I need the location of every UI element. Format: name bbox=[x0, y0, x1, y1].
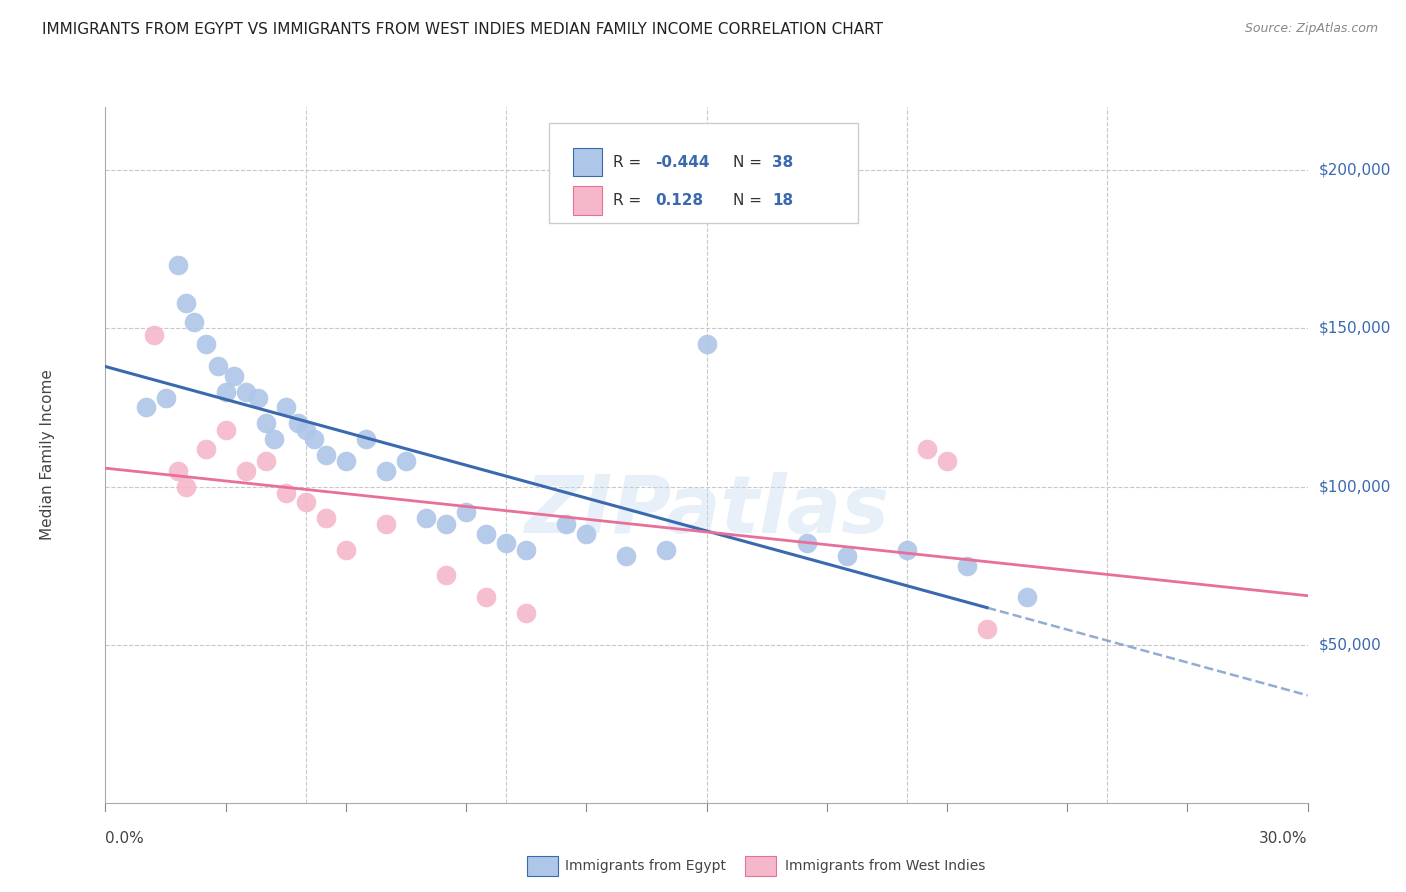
Point bbox=[475, 527, 498, 541]
Point bbox=[976, 622, 998, 636]
Point bbox=[207, 359, 229, 374]
Point bbox=[302, 432, 325, 446]
Text: 18: 18 bbox=[772, 193, 793, 208]
Point bbox=[616, 549, 638, 563]
Point bbox=[166, 464, 188, 478]
Point bbox=[936, 454, 959, 468]
Text: ZIPatlas: ZIPatlas bbox=[524, 472, 889, 549]
Text: 0.128: 0.128 bbox=[655, 193, 703, 208]
Point bbox=[222, 368, 245, 383]
Text: $200,000: $200,000 bbox=[1319, 163, 1391, 178]
Point bbox=[434, 568, 457, 582]
Point bbox=[194, 442, 217, 456]
Point bbox=[183, 315, 205, 329]
Point bbox=[796, 536, 818, 550]
Point bbox=[374, 517, 396, 532]
Point bbox=[315, 448, 337, 462]
Point bbox=[434, 517, 457, 532]
Point bbox=[214, 384, 236, 399]
Text: IMMIGRANTS FROM EGYPT VS IMMIGRANTS FROM WEST INDIES MEDIAN FAMILY INCOME CORREL: IMMIGRANTS FROM EGYPT VS IMMIGRANTS FROM… bbox=[42, 22, 883, 37]
Point bbox=[655, 542, 678, 557]
Text: $100,000: $100,000 bbox=[1319, 479, 1391, 494]
Point bbox=[142, 327, 165, 342]
Point bbox=[335, 454, 357, 468]
Text: N =: N = bbox=[733, 193, 766, 208]
Point bbox=[155, 391, 177, 405]
Text: 38: 38 bbox=[772, 154, 793, 169]
Point bbox=[287, 417, 309, 431]
Point bbox=[456, 505, 478, 519]
Point bbox=[896, 542, 918, 557]
Point bbox=[263, 432, 285, 446]
Point bbox=[575, 527, 598, 541]
Point bbox=[274, 401, 297, 415]
Point bbox=[235, 464, 257, 478]
Point bbox=[555, 517, 578, 532]
Text: 30.0%: 30.0% bbox=[1260, 830, 1308, 846]
Point bbox=[495, 536, 517, 550]
Text: Immigrants from Egypt: Immigrants from Egypt bbox=[565, 859, 727, 873]
Point bbox=[274, 486, 297, 500]
Point bbox=[415, 511, 437, 525]
Point bbox=[395, 454, 418, 468]
Point bbox=[174, 296, 197, 310]
Text: R =: R = bbox=[613, 193, 647, 208]
Point bbox=[214, 423, 236, 437]
Point bbox=[295, 423, 318, 437]
Point bbox=[246, 391, 269, 405]
Point bbox=[135, 401, 157, 415]
Text: Source: ZipAtlas.com: Source: ZipAtlas.com bbox=[1244, 22, 1378, 36]
Point bbox=[335, 542, 357, 557]
Point bbox=[515, 542, 537, 557]
Text: N =: N = bbox=[733, 154, 766, 169]
Point bbox=[956, 558, 979, 573]
Point bbox=[295, 495, 318, 509]
Point bbox=[696, 337, 718, 351]
Point bbox=[354, 432, 377, 446]
Point bbox=[1015, 591, 1038, 605]
Text: 0.0%: 0.0% bbox=[105, 830, 145, 846]
Text: $50,000: $50,000 bbox=[1319, 637, 1382, 652]
Text: $150,000: $150,000 bbox=[1319, 321, 1391, 336]
Point bbox=[174, 479, 197, 493]
Text: -0.444: -0.444 bbox=[655, 154, 710, 169]
Point bbox=[166, 258, 188, 272]
Point bbox=[315, 511, 337, 525]
Point bbox=[254, 417, 277, 431]
Point bbox=[194, 337, 217, 351]
Text: Median Family Income: Median Family Income bbox=[41, 369, 55, 541]
Point bbox=[475, 591, 498, 605]
Point bbox=[235, 384, 257, 399]
Text: Immigrants from West Indies: Immigrants from West Indies bbox=[785, 859, 986, 873]
Point bbox=[835, 549, 858, 563]
Point bbox=[915, 442, 938, 456]
Point bbox=[515, 606, 537, 620]
Text: R =: R = bbox=[613, 154, 647, 169]
Point bbox=[374, 464, 396, 478]
Point bbox=[254, 454, 277, 468]
